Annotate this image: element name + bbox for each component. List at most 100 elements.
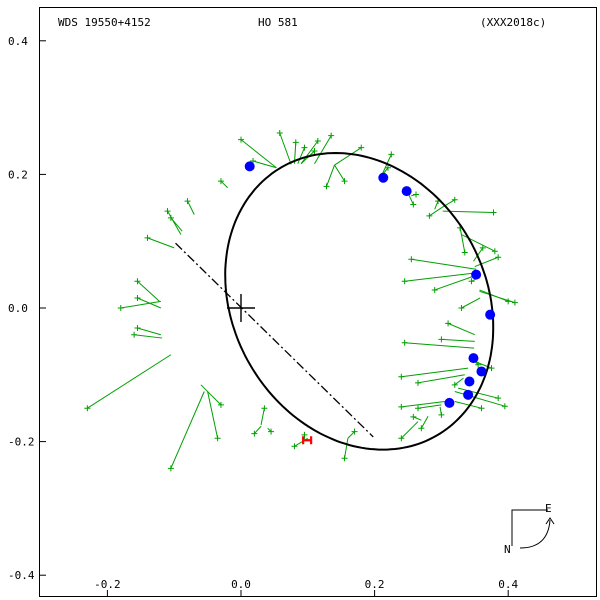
blue-observation-point	[464, 376, 475, 387]
residual-line	[434, 200, 439, 210]
residual-line	[170, 217, 183, 232]
residual-line	[314, 135, 332, 164]
observation-plus-marker	[341, 455, 348, 462]
residual-line	[454, 391, 506, 407]
compass: E N	[504, 502, 555, 556]
residual-line	[137, 280, 160, 302]
observation-plus-marker	[438, 411, 445, 418]
residual-line	[411, 258, 477, 270]
observation-plus-marker	[167, 214, 174, 221]
residual-line	[334, 147, 362, 166]
residual-line	[87, 354, 172, 409]
observation-plus-marker	[490, 209, 497, 216]
observation-plus-marker	[292, 139, 299, 146]
observation-plus-marker	[117, 305, 124, 311]
residual-line	[347, 431, 355, 439]
residual-line	[200, 384, 222, 406]
observation-plus-marker	[468, 278, 475, 285]
residual-line	[187, 200, 195, 215]
observation-plus-marker	[251, 430, 258, 437]
residual-line	[442, 210, 494, 213]
y-tick-label: -0.4	[8, 569, 35, 582]
x-tick-label: 0.2	[365, 578, 385, 591]
observation-plus-marker	[261, 405, 268, 412]
observation-plus-marker	[291, 443, 298, 450]
header-right: (XXX2018c)	[480, 16, 546, 29]
blue-observation-point	[463, 389, 474, 400]
observation-plus-marker	[479, 244, 486, 251]
observation-plus-marker	[214, 435, 221, 442]
observation-plus-marker	[415, 405, 422, 412]
residual-line	[334, 164, 345, 182]
residual-line	[297, 147, 305, 164]
residual-line	[461, 234, 496, 252]
blue-observation-point	[485, 309, 496, 320]
observation-plus-marker	[431, 286, 438, 293]
residual-line	[253, 425, 262, 434]
observation-plus-marker	[451, 196, 458, 203]
x-tick-label: -0.2	[94, 578, 121, 591]
observation-plus-marker	[217, 178, 224, 185]
residual-line	[417, 404, 442, 409]
blue-observation-point	[244, 161, 255, 172]
observation-plus-marker	[268, 428, 275, 435]
residual-line	[326, 164, 335, 187]
observation-plus-marker	[415, 379, 422, 386]
residual-line	[220, 180, 228, 189]
y-tick-label: 0.0	[8, 302, 28, 315]
header-left: WDS 19550+4152	[58, 16, 151, 29]
residual-line	[252, 160, 277, 169]
residual-line	[454, 401, 482, 409]
orbit-layer	[175, 151, 495, 451]
observation-plus-marker	[491, 248, 498, 255]
y-tick-label: 0.4	[8, 35, 28, 48]
red-observation-point	[302, 436, 313, 445]
observation-plus-marker	[501, 403, 508, 410]
measurement-residuals	[84, 129, 518, 472]
residual-line	[167, 210, 182, 235]
y-tick-label: 0.2	[8, 168, 28, 181]
residual-line	[429, 207, 442, 217]
observation-plus-marker	[511, 299, 518, 306]
observation-plus-marker	[388, 151, 395, 158]
residual-line	[447, 322, 475, 336]
residual-line	[473, 247, 484, 262]
residual-line	[120, 300, 161, 309]
residual-line	[400, 421, 419, 439]
plot-frame	[39, 7, 597, 597]
x-tick-label: 0.0	[231, 578, 251, 591]
observation-plus-marker	[410, 413, 417, 420]
observation-plus-marker	[461, 249, 468, 256]
primary-star-marker	[227, 294, 255, 322]
residual-line	[207, 391, 219, 439]
observation-plus-marker	[398, 373, 405, 380]
residual-line	[170, 391, 205, 469]
observation-plus-marker	[438, 336, 445, 343]
y-tick-label: -0.2	[8, 436, 35, 449]
residual-line	[404, 342, 475, 349]
residual-line	[279, 132, 292, 165]
residual-line	[404, 272, 479, 282]
residual-line	[137, 327, 161, 336]
observation-plus-marker	[401, 339, 408, 346]
observation-plus-marker	[134, 325, 141, 332]
observation-plus-marker	[418, 425, 425, 432]
compass-east-label: E	[545, 502, 552, 515]
residual-line	[474, 256, 499, 268]
observation-plus-marker	[276, 129, 283, 136]
observation-plus-marker	[84, 405, 91, 412]
compass-arrowhead-icon	[545, 517, 555, 525]
residual-line	[479, 290, 516, 304]
residual-line	[420, 415, 429, 429]
axis-ticks: -0.2 0.0 0.2 0.4 0.4 0.2 0.0 -0.2 -0.4	[8, 35, 519, 596]
observation-plus-marker	[398, 403, 405, 410]
observation-plus-marker	[134, 278, 141, 285]
observation-plus-marker	[410, 201, 417, 208]
residual-line	[461, 297, 481, 309]
residual-line	[417, 374, 465, 384]
observation-plus-marker	[413, 191, 420, 198]
observation-plus-marker	[217, 401, 224, 408]
orbit-ellipse	[224, 151, 495, 451]
residual-line	[147, 237, 175, 249]
